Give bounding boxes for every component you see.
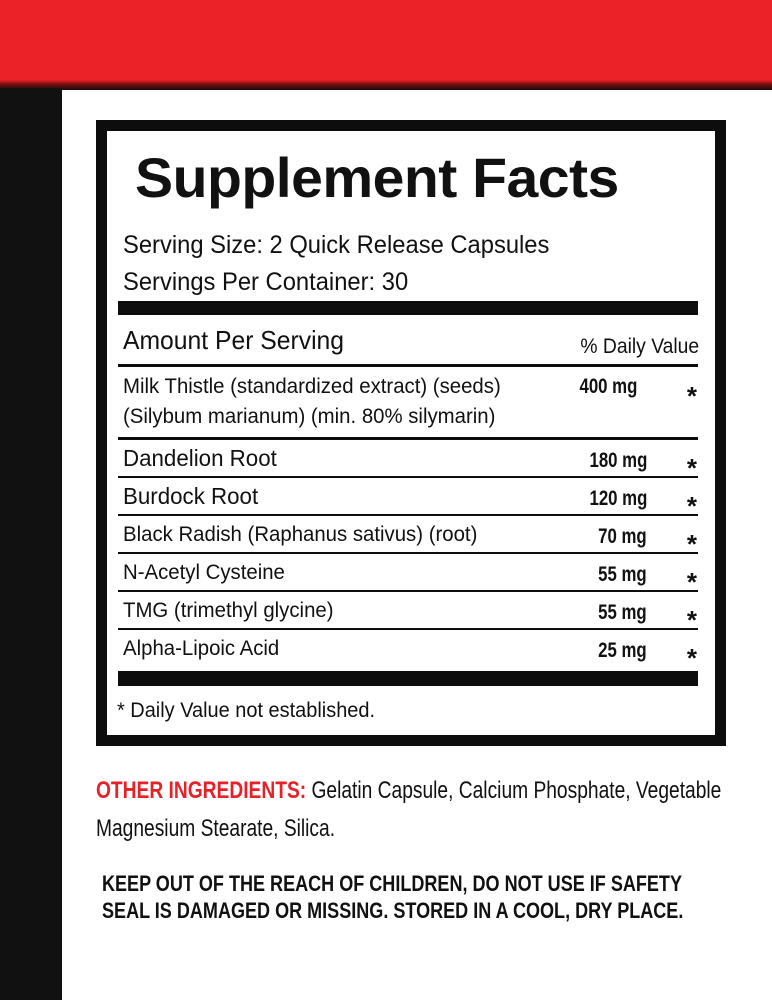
panel-title: Supplement Facts — [135, 146, 619, 209]
daily-value: * — [686, 643, 697, 673]
serving-size: Serving Size: 2 Quick Release Capsules — [123, 231, 550, 259]
ingredient-name-detail: (Silybum marianum) (min. 80% silymarin) — [123, 405, 496, 428]
divider — [118, 476, 698, 478]
ingredient-amount: 180 mg — [589, 449, 647, 472]
divider — [118, 437, 698, 440]
ingredient-name: Alpha-Lipoic Acid — [123, 637, 280, 660]
ingredient-name: Burdock Root — [123, 483, 259, 509]
ingredient-amount: 25 mg — [598, 639, 647, 662]
thick-divider — [118, 671, 698, 686]
supplement-facts-panel: Supplement Facts Serving Size: 2 Quick R… — [96, 120, 726, 746]
other-ingredients-line1: Gelatin Capsule, Calcium Phosphate, Vege… — [306, 777, 722, 804]
daily-value: * — [686, 567, 697, 597]
divider — [118, 590, 698, 592]
divider — [118, 364, 698, 367]
ingredient-name: Milk Thistle (standardized extract) (see… — [123, 375, 501, 398]
ingredient-name: N-Acetyl Cysteine — [123, 561, 285, 584]
ingredient-amount: 55 mg — [598, 601, 647, 624]
ingredient-name: Dandelion Root — [123, 445, 277, 471]
ingredient-amount: 70 mg — [598, 525, 647, 548]
divider — [118, 628, 698, 630]
daily-value: * — [686, 529, 697, 559]
footnote: * Daily Value not established. — [117, 699, 376, 722]
left-black-bar — [0, 88, 62, 1000]
warning-text: KEEP OUT OF THE REACH OF CHILDREN, DO NO… — [102, 870, 683, 924]
daily-value: * — [686, 491, 697, 521]
ingredient-amount: 400 mg — [579, 375, 637, 398]
thick-divider — [118, 301, 698, 315]
other-ingredients: OTHER INGREDIENTS: Gelatin Capsule, Calc… — [96, 772, 721, 848]
ingredient-amount: 120 mg — [589, 487, 647, 510]
warning-line2: SEAL IS DAMAGED OR MISSING. STORED IN A … — [102, 898, 684, 923]
ingredient-name: Black Radish (Raphanus sativus) (root) — [123, 523, 478, 546]
other-ingredients-line2: Magnesium Stearate, Silica. — [96, 815, 336, 842]
top-red-band — [0, 0, 772, 90]
daily-value: * — [686, 605, 697, 635]
other-ingredients-label: OTHER INGREDIENTS: — [96, 777, 307, 804]
dv-header: % Daily Value — [580, 335, 699, 358]
daily-value: * — [686, 381, 697, 411]
divider — [118, 552, 698, 554]
daily-value: * — [686, 453, 697, 483]
warning-line1: KEEP OUT OF THE REACH OF CHILDREN, DO NO… — [102, 871, 682, 896]
ingredient-amount: 55 mg — [598, 563, 647, 586]
servings-per-container: Servings Per Container: 30 — [123, 268, 409, 296]
amount-header: Amount Per Serving — [123, 325, 345, 355]
divider — [118, 514, 698, 516]
ingredient-name: TMG (trimethyl glycine) — [123, 599, 334, 622]
